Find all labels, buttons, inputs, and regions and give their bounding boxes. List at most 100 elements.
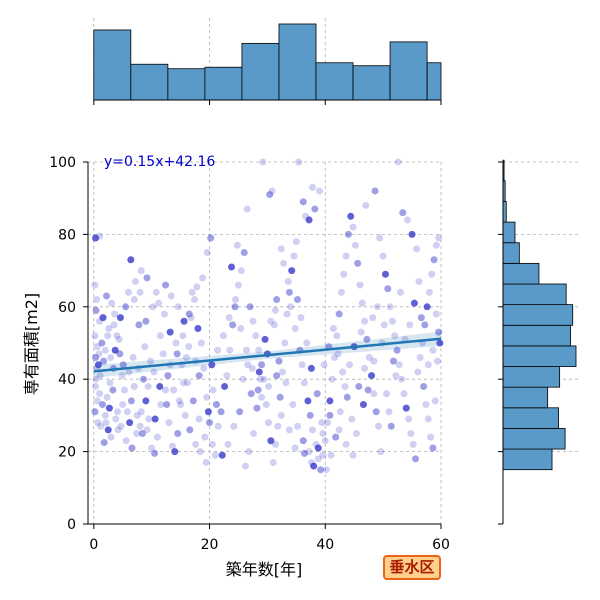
x-marginal-histogram — [93, 18, 442, 105]
scatter-point — [413, 245, 421, 253]
scatter-point — [432, 310, 440, 318]
scatter-point — [265, 419, 273, 427]
scatter-point — [175, 397, 183, 405]
scatter-point — [181, 411, 189, 419]
scatter-point — [95, 350, 103, 358]
scatter-point — [228, 263, 236, 271]
scatter-point — [293, 422, 301, 430]
scatter-point — [260, 375, 268, 383]
scatter-point — [231, 303, 239, 311]
scatter-point — [363, 335, 371, 343]
scatter-point — [197, 339, 205, 347]
scatter-point — [160, 310, 168, 318]
scatter-point — [320, 361, 328, 369]
scatter-point — [252, 332, 260, 340]
scatter-point — [105, 325, 113, 333]
scatter-point — [369, 314, 377, 322]
scatter-point — [237, 325, 245, 333]
scatter-point — [289, 401, 297, 409]
scatter-point — [427, 433, 435, 441]
scatter-point — [417, 314, 425, 322]
scatter-point — [105, 404, 113, 412]
scatter-point — [348, 415, 356, 423]
scatter-point — [96, 232, 104, 240]
scatter-point — [431, 397, 439, 405]
scatter-point — [195, 415, 203, 423]
scatter-point — [322, 466, 330, 474]
scatter-point — [127, 256, 135, 264]
scatter-point — [214, 346, 222, 354]
scatter-point — [125, 368, 133, 376]
scatter-point — [423, 303, 431, 311]
scatter-point — [174, 430, 182, 437]
scatter-point — [126, 419, 134, 427]
scatter-point — [152, 288, 160, 296]
scatter-point — [137, 408, 145, 416]
y-tick-label: 0 — [67, 517, 76, 533]
y-tick-label: 80 — [58, 227, 76, 243]
scatter-point — [273, 372, 281, 380]
scatter-point — [113, 332, 121, 340]
scatter-point — [329, 325, 337, 333]
scatter-point — [141, 343, 149, 351]
scatter-point — [143, 274, 151, 282]
scatter-point — [299, 198, 307, 206]
scatter-point — [103, 393, 111, 401]
scatter-point — [130, 296, 138, 304]
scatter-point — [335, 310, 343, 318]
scatter-point — [174, 303, 182, 311]
scatter-point — [142, 397, 150, 405]
scatter-point — [336, 408, 344, 416]
x-axis-title: 築年数[年] — [226, 560, 303, 579]
scatter-point — [277, 411, 285, 419]
scatter-point — [412, 455, 420, 463]
x-tick-label: 40 — [316, 537, 334, 553]
scatter-point — [150, 368, 158, 376]
scatter-point — [104, 426, 112, 434]
scatter-point — [107, 353, 115, 361]
y-axis-title: 専有面積[m2] — [22, 293, 41, 395]
scatter-point — [434, 357, 442, 365]
scatter-point — [287, 303, 295, 311]
scatter-point — [335, 426, 343, 434]
scatter-point — [135, 321, 143, 329]
scatter-point — [119, 401, 127, 409]
scatter-point — [295, 158, 303, 166]
y-tick-label: 100 — [49, 155, 76, 171]
scatter-point — [319, 430, 327, 437]
scatter-point — [370, 357, 378, 365]
scatter-point — [355, 382, 363, 390]
regression-line-group — [93, 331, 442, 378]
scatter-point — [186, 426, 194, 434]
scatter-point — [270, 321, 278, 329]
scatter-point — [157, 401, 165, 409]
scatter-point — [424, 361, 432, 369]
scatter-point — [304, 397, 312, 405]
scatter-point — [368, 372, 376, 380]
scatter-point — [151, 449, 159, 457]
scatter-point — [209, 386, 217, 394]
scatter-point — [402, 404, 410, 412]
scatter-point — [130, 382, 138, 390]
scatter-point — [399, 209, 407, 217]
scatter-point — [217, 408, 225, 416]
scatter-point — [142, 317, 150, 325]
scatter-point — [246, 303, 254, 311]
scatter-point — [381, 270, 389, 278]
scatter-point — [241, 462, 249, 470]
scatter-point — [232, 296, 240, 304]
scatter-point — [341, 382, 349, 390]
scatter-point — [432, 241, 440, 249]
scatter-point — [253, 404, 261, 412]
scatter-point — [315, 187, 323, 195]
scatter-point — [318, 419, 326, 427]
scatter-point — [199, 274, 207, 282]
y-hist-bar — [502, 345, 577, 367]
scatter-point — [347, 212, 355, 220]
x-hist-bar — [130, 63, 169, 101]
scatter-point — [249, 317, 257, 325]
scatter-point — [425, 288, 433, 296]
y-hist-bar — [502, 242, 520, 264]
scatter-point — [122, 437, 130, 445]
